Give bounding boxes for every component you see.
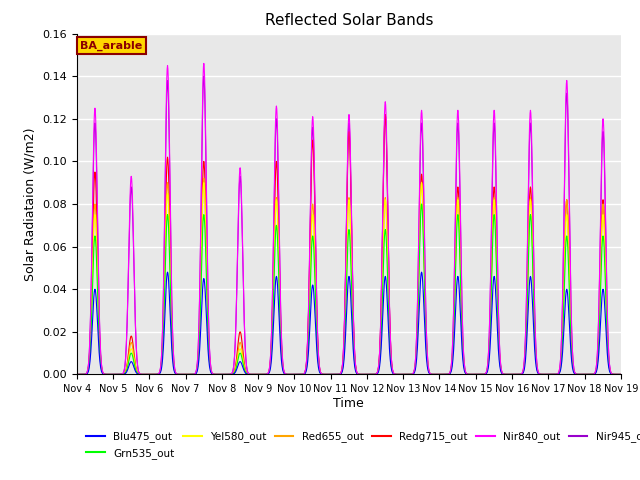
Nir840_out	[434, 372, 442, 377]
Nir945_out	[73, 372, 81, 377]
Line: Nir840_out: Nir840_out	[77, 63, 621, 374]
Grn535_out	[553, 372, 561, 377]
Nir945_out	[109, 372, 117, 377]
Nir945_out	[505, 372, 513, 377]
Blu475_out	[553, 372, 561, 377]
Grn535_out	[505, 372, 513, 377]
Redg715_out	[109, 372, 117, 377]
Grn535_out	[418, 201, 426, 207]
X-axis label: Time: Time	[333, 397, 364, 410]
Red655_out	[505, 372, 513, 377]
Red655_out	[73, 372, 81, 377]
Nir840_out	[195, 346, 202, 351]
Yel580_out	[255, 372, 263, 377]
Nir945_out	[195, 347, 202, 353]
Nir945_out	[181, 372, 189, 377]
Blu475_out	[505, 372, 513, 377]
Line: Yel580_out: Yel580_out	[77, 183, 621, 374]
Yel580_out	[617, 372, 625, 377]
Line: Redg715_out: Redg715_out	[77, 115, 621, 374]
Grn535_out	[109, 372, 117, 377]
Blu475_out	[109, 372, 117, 377]
Yel580_out	[200, 180, 207, 186]
Yel580_out	[195, 356, 202, 361]
Redg715_out	[553, 372, 561, 377]
Line: Red655_out: Red655_out	[77, 179, 621, 374]
Redg715_out	[195, 354, 202, 360]
Redg715_out	[505, 372, 513, 377]
Redg715_out	[381, 112, 389, 118]
Red655_out	[195, 355, 202, 361]
Red655_out	[553, 372, 561, 377]
Grn535_out	[181, 372, 189, 377]
Grn535_out	[255, 372, 263, 377]
Nir945_out	[200, 73, 207, 79]
Blu475_out	[195, 360, 202, 366]
Nir840_out	[73, 372, 81, 377]
Nir840_out	[553, 372, 561, 377]
Text: BA_arable: BA_arable	[81, 40, 143, 51]
Line: Grn535_out: Grn535_out	[77, 204, 621, 374]
Blu475_out	[255, 372, 263, 377]
Grn535_out	[434, 372, 442, 377]
Yel580_out	[434, 372, 442, 377]
Blu475_out	[434, 372, 442, 377]
Legend: Blu475_out, Grn535_out, Yel580_out, Red655_out, Redg715_out, Nir840_out, Nir945_: Blu475_out, Grn535_out, Yel580_out, Red6…	[82, 427, 640, 463]
Yel580_out	[109, 372, 117, 377]
Title: Reflected Solar Bands: Reflected Solar Bands	[264, 13, 433, 28]
Red655_out	[617, 372, 625, 377]
Blu475_out	[182, 372, 189, 377]
Red655_out	[181, 372, 189, 377]
Red655_out	[255, 372, 263, 377]
Line: Blu475_out: Blu475_out	[77, 272, 621, 374]
Red655_out	[109, 372, 117, 377]
Nir945_out	[553, 372, 561, 377]
Grn535_out	[73, 372, 81, 377]
Grn535_out	[617, 372, 625, 377]
Yel580_out	[553, 372, 561, 377]
Nir840_out	[505, 372, 513, 377]
Line: Nir945_out: Nir945_out	[77, 76, 621, 374]
Redg715_out	[73, 372, 81, 377]
Nir945_out	[434, 372, 442, 377]
Yel580_out	[73, 372, 81, 377]
Blu475_out	[73, 372, 81, 377]
Redg715_out	[617, 372, 625, 377]
Nir945_out	[617, 372, 625, 377]
Nir945_out	[255, 372, 263, 377]
Nir840_out	[200, 60, 207, 66]
Nir840_out	[617, 372, 625, 377]
Yel580_out	[181, 372, 189, 377]
Blu475_out	[617, 372, 625, 377]
Blu475_out	[164, 269, 172, 275]
Y-axis label: Solar Radiataion (W/m2): Solar Radiataion (W/m2)	[24, 127, 36, 281]
Red655_out	[200, 176, 207, 181]
Grn535_out	[195, 358, 202, 364]
Red655_out	[434, 372, 442, 377]
Nir840_out	[255, 372, 263, 377]
Yel580_out	[505, 372, 513, 377]
Nir840_out	[109, 372, 117, 377]
Redg715_out	[255, 372, 263, 377]
Nir840_out	[181, 372, 189, 377]
Redg715_out	[181, 372, 189, 377]
Redg715_out	[434, 372, 442, 377]
